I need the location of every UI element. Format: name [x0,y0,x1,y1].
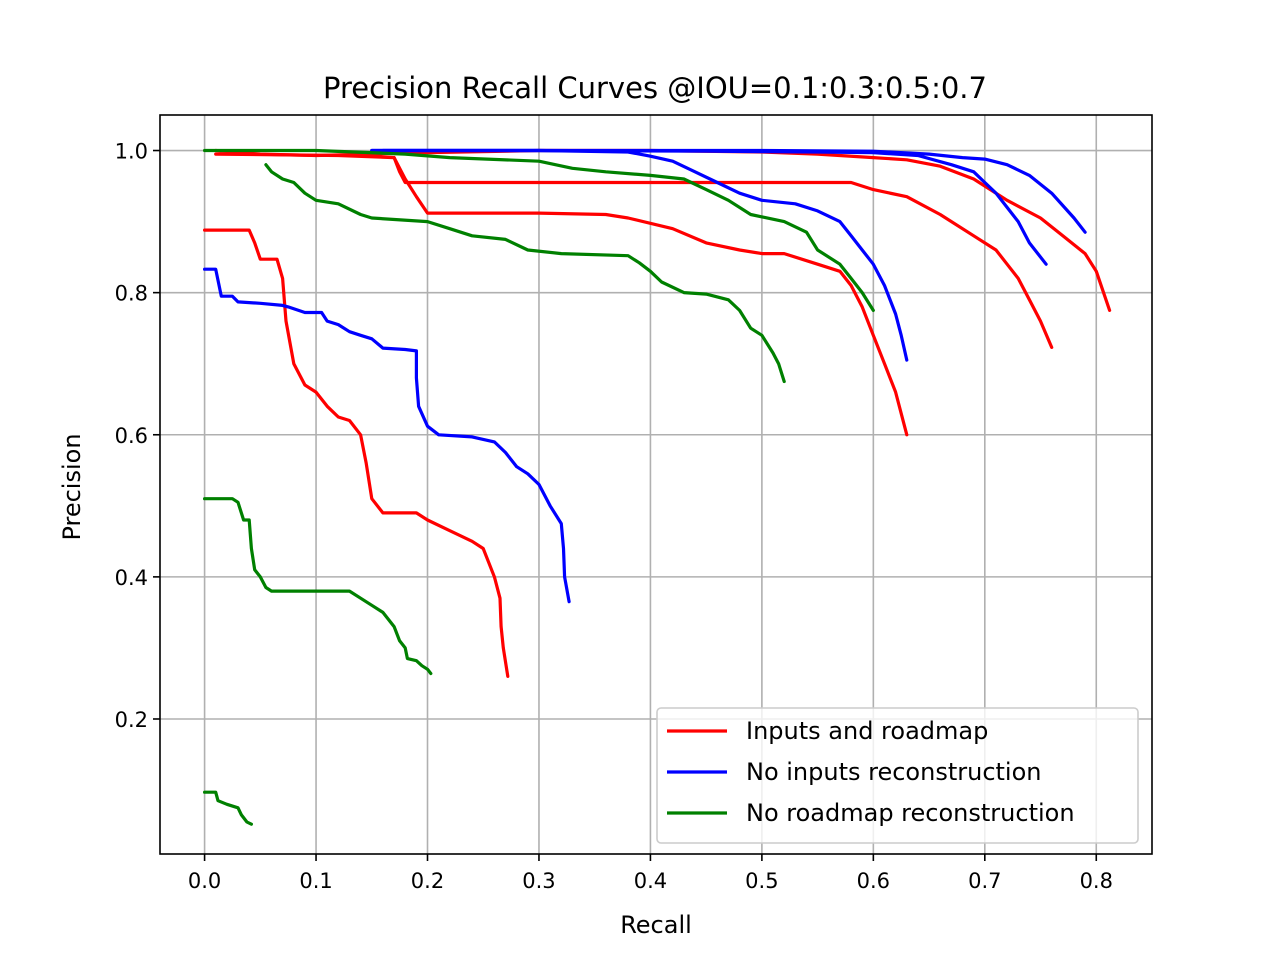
y-axis-label: Precision [58,433,86,540]
x-axis-label: Recall [620,911,692,939]
legend-box [656,707,1139,844]
series-line-no-roadmap-reconstruction-iou-07b [203,790,253,826]
x-tick-label: 0.8 [1080,869,1113,893]
series-line-no-roadmap-reconstruction-iou-05 [264,163,786,384]
series-line-no-roadmap-reconstruction-iou-07a [203,497,433,676]
chart-title: Precision Recall Curves @IOU=0.1:0.3:0.5… [323,71,987,105]
y-tick-label: 0.2 [115,708,148,732]
legend: Inputs and roadmap No inputs reconstructi… [656,707,1139,844]
legend-items: Inputs and roadmap No inputs reconstructi… [667,717,1075,827]
x-tick-label: 0.7 [968,869,1001,893]
series-line-inputs-and-roadmap-iou-07 [203,228,510,679]
series-line-no-inputs-reconstruction-iou-07 [203,267,571,604]
series-line-no-inputs-reconstruction-iou-03 [370,148,1048,266]
x-tick-label: 0.3 [522,869,555,893]
y-tick-label: 0.4 [115,566,148,590]
x-tick-label: 0.4 [634,869,667,893]
series-line-no-inputs-reconstruction-iou-01 [370,148,1087,234]
series-line-inputs-and-roadmap-iou-05 [392,156,909,437]
x-tick-label: 0.0 [188,869,221,893]
y-tick-label: 1.0 [115,140,148,164]
x-tick-label: 0.5 [745,869,778,893]
x-tick-label: 0.2 [411,869,444,893]
series-layer [203,148,1112,826]
series-line-no-inputs-reconstruction-iou-05 [381,148,909,362]
plot-frame [159,114,1153,855]
legend-label-no-roadmap-reconstruction: No roadmap reconstruction [746,799,1075,827]
x-tick-label: 0.1 [299,869,332,893]
y-tick-label: 0.6 [115,424,148,448]
legend-label-inputs-and-roadmap: Inputs and roadmap [746,717,988,745]
x-tick-label: 0.6 [857,869,890,893]
legend-label-no-inputs-reconstruction: No inputs reconstruction [746,758,1042,786]
series-line-no-roadmap-reconstruction-iou-01 [203,148,875,312]
tick-layer: 0.0 0.1 0.2 0.3 0.4 0.5 0.6 0.7 0.8 0.2 0.4 0.6 0.8 1… [115,140,1113,893]
y-tick-label: 0.8 [115,282,148,306]
series-line-inputs-and-roadmap-iou-03 [214,152,1054,349]
